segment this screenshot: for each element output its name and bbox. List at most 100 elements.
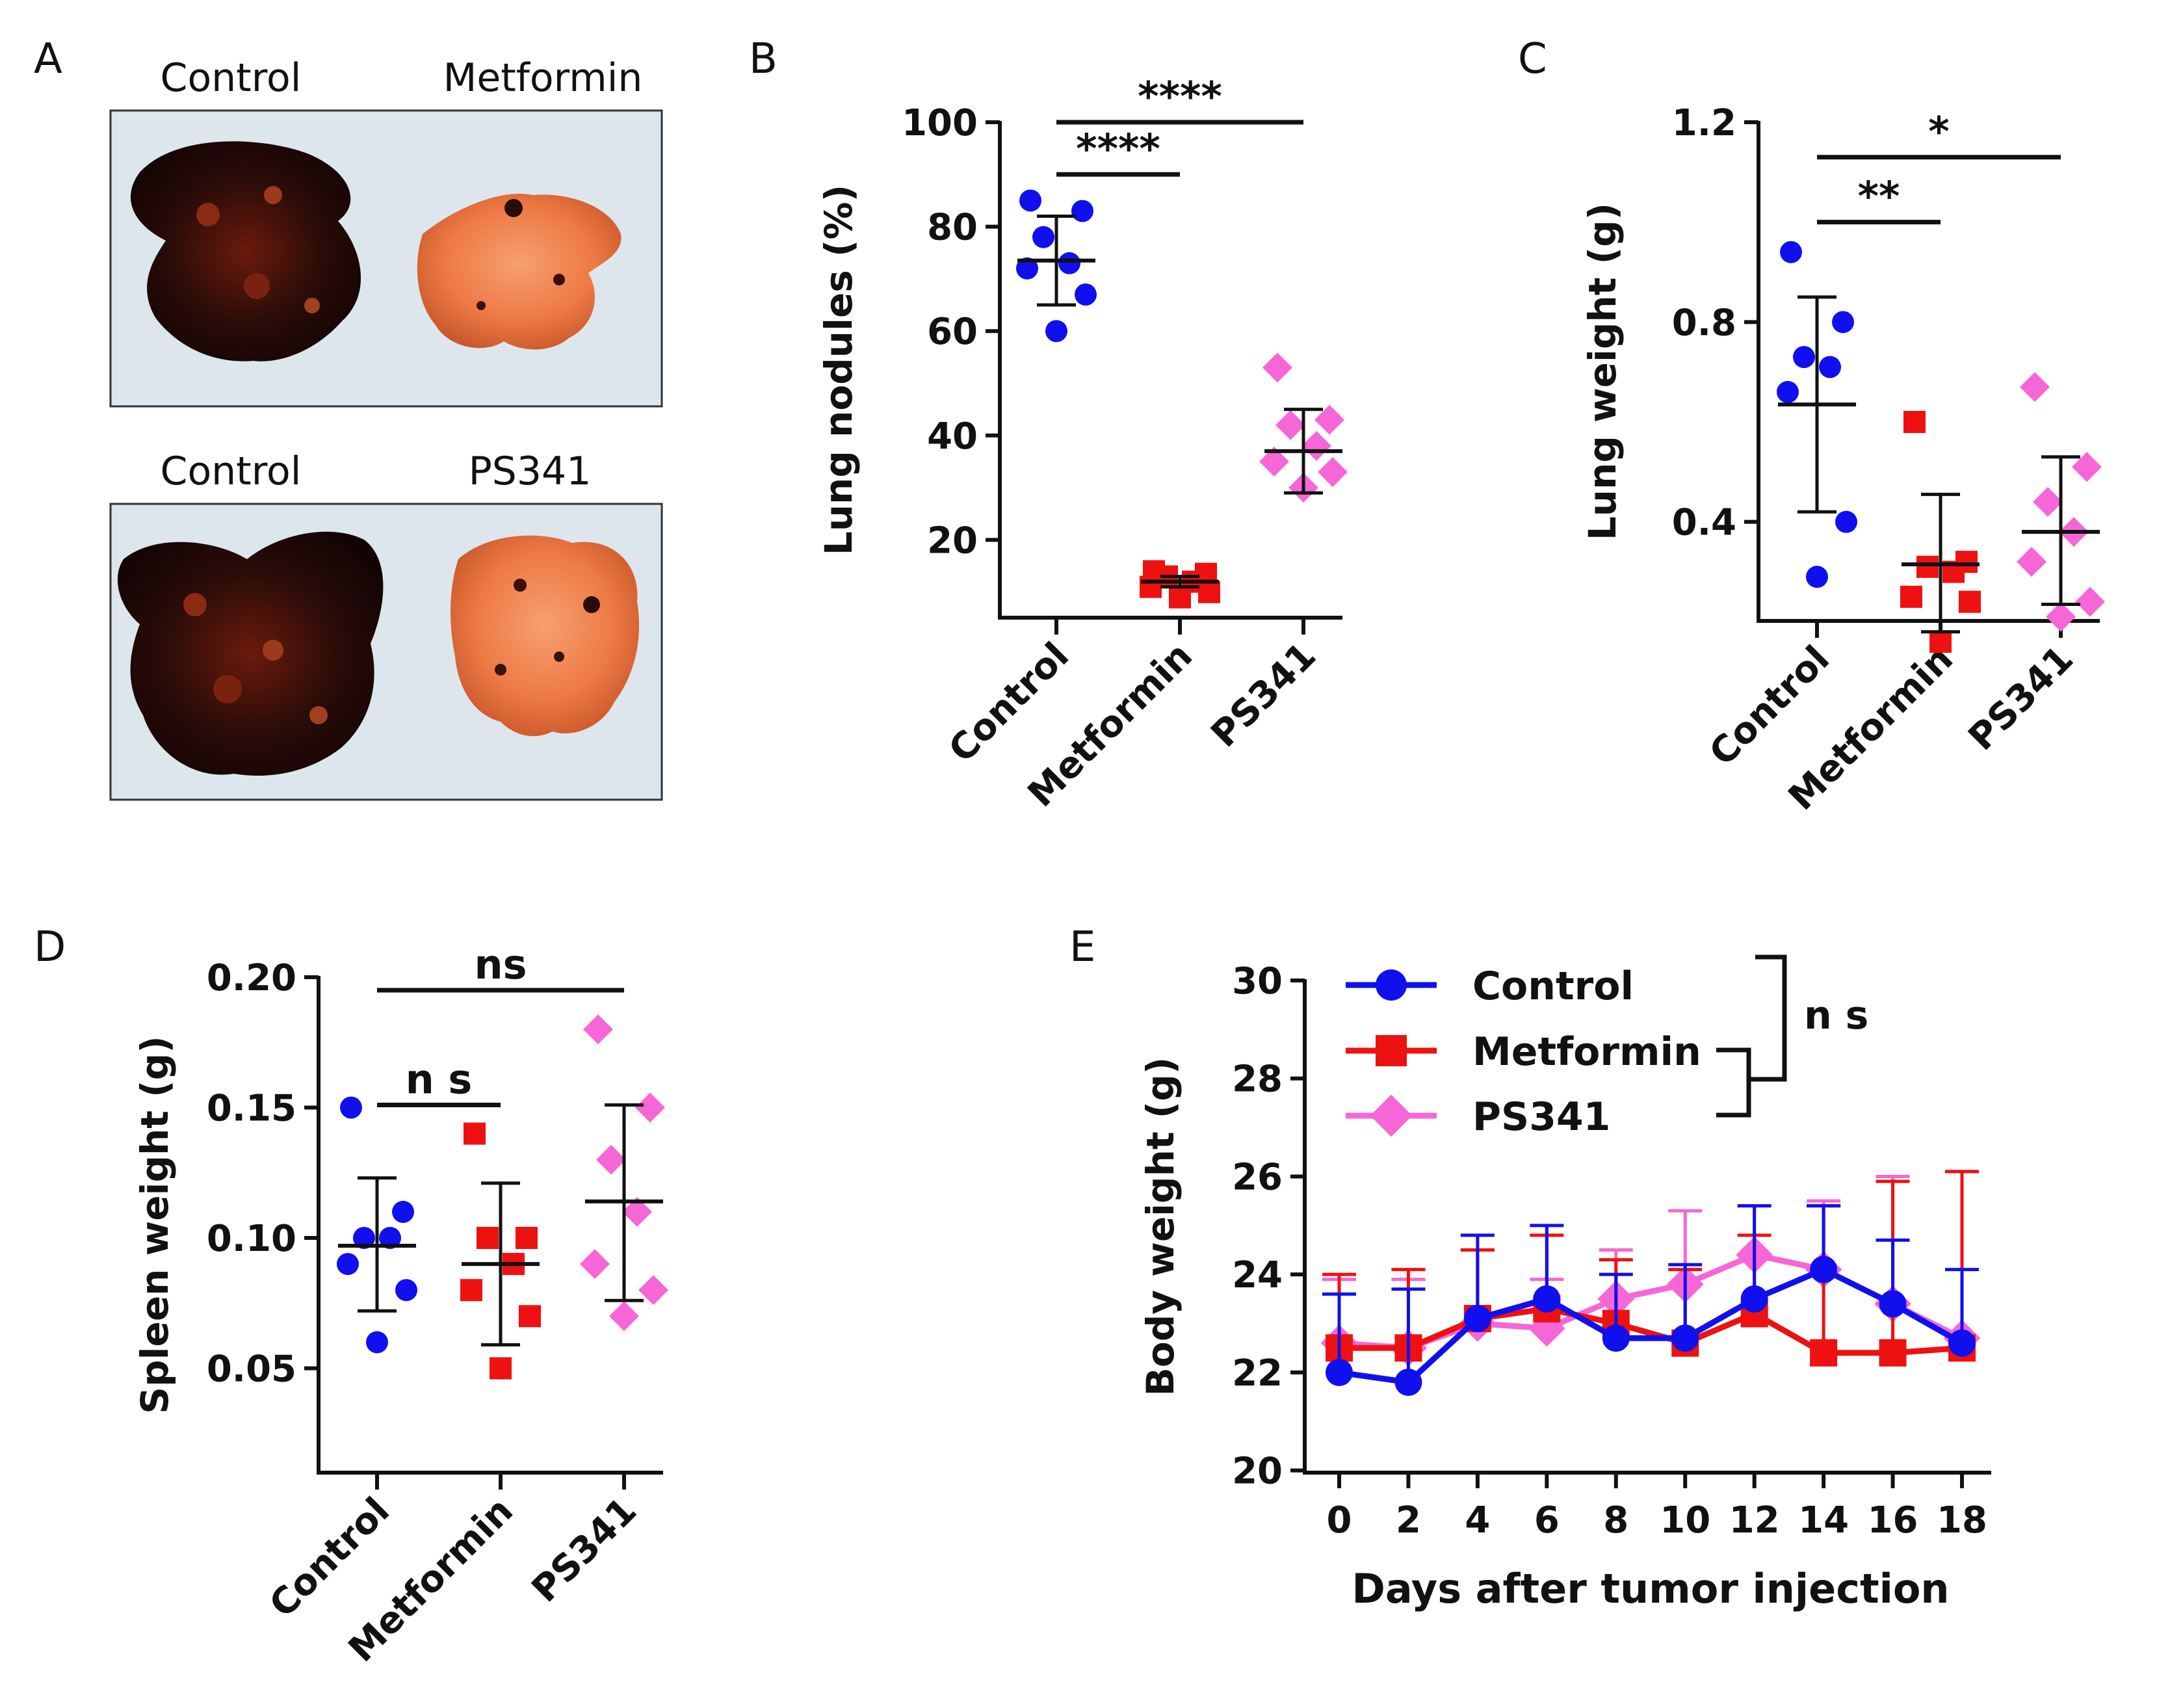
x-tick-label: 10 [1660,1499,1710,1542]
y-tick-label: 20 [927,519,978,562]
lung-photo-control-vs-ps341 [109,503,663,801]
data-point [635,1092,665,1123]
data-point [337,1253,359,1276]
data-point [1832,311,1854,334]
data-point [1262,352,1292,383]
data-point [464,1122,486,1145]
data-point [1948,1329,1976,1357]
data-point [1810,1255,1838,1283]
significance-label: **** [1076,125,1160,172]
x-tick-label: 6 [1534,1499,1560,1542]
data-point [1533,1285,1561,1313]
data-point [1275,410,1305,440]
significance-label: n s [406,1055,473,1103]
data-point [1314,404,1344,435]
data-point [1198,581,1220,603]
data-point [1900,585,1922,608]
data-point [1879,1290,1907,1318]
legend-marker [1376,969,1407,1001]
data-point [2072,452,2102,482]
y-tick-label: 0.4 [1672,502,1736,544]
data-point [2075,586,2105,617]
data-point [1671,1324,1699,1352]
data-point [1318,457,1348,487]
data-point [1019,189,1041,212]
y-tick-label: 40 [927,415,978,458]
x-tick-label: PS341 [1961,638,2082,759]
panel-letter-b: B [749,35,778,83]
data-point [583,1014,613,1045]
data-point [1394,1368,1422,1396]
data-point [460,1279,482,1302]
data-point [596,1144,626,1175]
data-point [1075,283,1097,306]
data-point [392,1200,414,1223]
panel-a: A Control Metformin Control PS341 [34,35,663,801]
photo-2-right-label: PS341 [469,449,592,494]
x-tick-label: 18 [1937,1499,1987,1542]
data-point [1463,1305,1491,1333]
data-point [477,1227,499,1249]
data-point [1806,566,1828,588]
y-tick-label: 60 [927,311,978,353]
data-point [366,1331,388,1354]
photo-1-right-label: Metformin [443,55,643,101]
significance-label: n s [1804,993,1868,1038]
y-axis-label: Body weight (g) [1138,1057,1183,1397]
y-tick-label: 1.2 [1672,102,1736,144]
data-point [1903,411,1926,433]
x-tick-label: PS341 [1203,635,1324,755]
legend-label: Metformin [1472,1029,1701,1075]
series-line [1339,1306,1963,1356]
y-tick-label: 26 [1232,1156,1283,1198]
data-point [1740,1285,1768,1313]
x-axis-label: Days after tumor injection [1352,1565,1949,1612]
panel-letter-e: E [1069,923,1095,971]
panel-letter-a: A [34,35,62,83]
data-point [609,1301,639,1332]
data-point [638,1275,668,1306]
data-point [340,1096,362,1119]
data-point [1016,257,1038,280]
data-point [1777,380,1799,403]
x-tick-label: 12 [1729,1499,1780,1542]
photo-1-left-label: Control [161,55,302,101]
significance-bracket-lower [1716,1047,1751,1118]
y-axis-label: Spleen weight (g) [133,1036,177,1413]
y-tick-label: 22 [1232,1352,1283,1395]
data-point [1602,1324,1630,1352]
panel-letter-c: C [1518,35,1547,83]
photo-2-left-label: Control [161,449,302,494]
data-point [1140,575,1162,598]
significance-label: **** [1138,73,1222,120]
data-point [1959,590,1981,613]
data-point [516,1227,538,1249]
data-point [2020,372,2050,402]
x-tick-label: 4 [1465,1499,1490,1542]
x-tick-label: 2 [1396,1499,1421,1542]
y-axis-label: Lung nodules (%) [817,185,861,555]
y-tick-label: 28 [1232,1058,1283,1101]
data-point [1780,241,1802,263]
data-point [1259,447,1289,477]
y-tick-label: 0.8 [1672,302,1736,344]
y-tick-label: 0.10 [207,1218,296,1260]
x-tick-label: 8 [1603,1499,1628,1542]
y-tick-label: 30 [1232,960,1283,1003]
x-tick-label: 14 [1798,1499,1849,1542]
legend-marker [1376,1035,1407,1066]
data-point [519,1305,541,1328]
y-tick-label: 20 [1232,1451,1283,1493]
data-point [490,1357,512,1380]
data-point [1169,586,1191,609]
panel-letter-d: D [34,923,66,971]
legend-label: PS341 [1472,1094,1610,1140]
y-tick-label: 0.15 [207,1088,296,1130]
significance-label: ** [1858,173,1900,220]
